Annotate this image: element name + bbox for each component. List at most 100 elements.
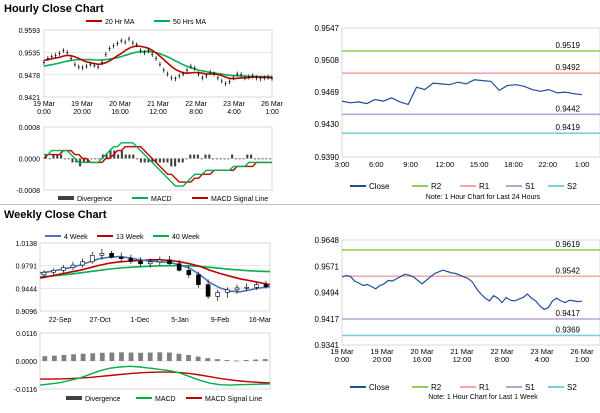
section-divider (0, 204, 600, 205)
weekly-legend-macd-label: MACD (155, 396, 176, 403)
hourly-sr-level-label: 0.9419 (556, 123, 581, 132)
weekly-divergence-bar (195, 356, 201, 361)
hourly-sr-ytick: 0.9430 (315, 120, 340, 129)
hourly-sr-xtick: 9:00 (403, 160, 418, 169)
hourly-divergence-bar (219, 158, 222, 160)
hourly-divergence-bar (212, 158, 215, 160)
hourly-divergence-bar (257, 158, 260, 160)
weekly-w13-line (39, 258, 271, 286)
hourly-sr-legend-label: S2 (567, 182, 577, 191)
weekly-candle-body (51, 269, 56, 273)
weekly-candle-body (41, 271, 47, 276)
hourly-divergence-bar (139, 158, 142, 163)
weekly-legend-w4-label: 4 Week (64, 234, 88, 241)
hourly-divergence-bar (234, 158, 237, 160)
weekly-sr-xtick-date: 26 Mar (570, 347, 594, 356)
hourly-divergence-bar (269, 158, 272, 160)
hourly-price-xtick-date: 19 Mar (33, 101, 55, 108)
weekly-sr-legend-label: R1 (479, 383, 490, 392)
hourly-price-xtick-date: 20 Mar (109, 101, 131, 108)
weekly-sr-xtick-time: 0:00 (335, 355, 350, 364)
hourly-divergence-bar (166, 158, 169, 163)
weekly-divergence-bar (80, 353, 86, 361)
weekly-sr-legend-label: Close (369, 383, 390, 392)
weekly-candle-body (215, 292, 221, 297)
hourly-macd-ytick: 0.0008 (19, 125, 41, 132)
hourly-legend-divergence-swatch (58, 196, 74, 200)
hourly-price-ytick: 0.9593 (19, 28, 41, 35)
weekly-price-xtick: 9-Feb (211, 317, 229, 324)
weekly-candle-body (234, 287, 240, 291)
weekly-divergence-bar (157, 352, 163, 361)
hourly-divergence-bar (193, 154, 196, 159)
weekly-legend-divergence-swatch (66, 396, 82, 400)
hourly-legend-ma50-label: 50 Hrs MA (173, 19, 206, 26)
weekly-divergence-bar (253, 359, 259, 361)
hourly-divergence-bar (189, 154, 192, 159)
hourly-sr-ytick: 0.9508 (315, 56, 340, 65)
hourly-divergence-bar (143, 158, 146, 163)
weekly-legend-divergence-label: Divergence (85, 396, 121, 403)
hourly-divergence-bar (132, 154, 135, 159)
hourly-signal-line (43, 145, 272, 183)
hourly-divergence-bar (200, 158, 203, 160)
hourly-divergence-bar (181, 158, 184, 163)
weekly-candle-body (80, 261, 85, 266)
hourly-price-xtick-date: 19 Mar (71, 101, 93, 108)
weekly-w4-line (39, 255, 271, 293)
weekly-price-ytick: 1.0138 (16, 241, 38, 248)
hourly-sr-ytick: 0.9547 (315, 24, 340, 33)
hourly-divergence-bar (63, 158, 66, 160)
weekly-sr-xtick-date: 22 Mar (490, 347, 514, 356)
weekly-legend-w13-label: 13 Week (116, 234, 144, 241)
weekly-candle-body (157, 259, 163, 263)
weekly-sr-level-label: 0.9369 (556, 325, 581, 334)
hourly-price-xtick-time: 16:00 (111, 109, 129, 116)
weekly-price-xtick: 1-Dec (131, 317, 150, 324)
weekly-price-xtick: 5-Jan (171, 317, 189, 324)
weekly-candle-body (70, 264, 76, 268)
hourly-divergence-bar (155, 158, 158, 163)
weekly-sr-xtick-time: 12:00 (453, 355, 472, 364)
weekly-candle-body (89, 254, 95, 263)
hourly-divergence-bar (147, 158, 150, 163)
hourly-divergence-bar (151, 158, 154, 163)
weekly-sr-xtick-date: 20 Mar (410, 347, 434, 356)
weekly-legend-w40-label: 40 Week (172, 234, 200, 241)
weekly-sr-xtick-time: 20:00 (373, 355, 392, 364)
hourly-sr-xtick: 18:00 (504, 160, 523, 169)
weekly-sr-note: Note: 1 Hour Chart for Last 1 Week (428, 394, 538, 401)
weekly-sr-xtick-date: 23 Mar (530, 347, 554, 356)
weekly-sr-xtick-date: 21 Mar (450, 347, 474, 356)
hourly-divergence-bar (246, 154, 249, 159)
weekly-sr-close-line (341, 269, 583, 311)
weekly-sr-level-label: 0.9619 (556, 240, 581, 249)
weekly-candle-body (128, 258, 134, 262)
weekly-divergence-bar (51, 355, 57, 361)
hourly-divergence-bar (94, 158, 97, 160)
hourly-divergence-bar (215, 158, 218, 160)
hourly-sr-ytick: 0.9390 (315, 153, 340, 162)
hourly-price-xtick-time: 4:00 (227, 109, 241, 116)
weekly-sr-ytick: 0.9494 (315, 289, 340, 298)
hourly-price-xtick-date: 21 Mar (147, 101, 169, 108)
hourly-divergence-bar (158, 158, 161, 163)
hourly-divergence-bar (136, 158, 139, 160)
weekly-candle-body (109, 253, 114, 258)
weekly-divergence-bar (109, 352, 115, 361)
hourly-sr-xtick: 1:00 (575, 160, 590, 169)
hourly-divergence-bar (90, 158, 93, 160)
weekly-candle-body (186, 269, 192, 276)
weekly-sr-xtick-time: 8:00 (495, 355, 510, 364)
weekly-candle-body (244, 286, 249, 289)
weekly-candle-body (263, 284, 269, 287)
weekly-sr-level-label: 0.9542 (556, 266, 581, 275)
hourly-divergence-bar (67, 158, 70, 160)
weekly-sr-xtick-time: 4:00 (535, 355, 550, 364)
hourly-divergence-bar (98, 158, 101, 160)
hourly-divergence-bar (242, 158, 245, 160)
hourly-divergence-bar (120, 150, 123, 159)
weekly-sr-ytick: 0.9341 (315, 341, 340, 350)
weekly-divergence-bar (61, 354, 67, 361)
weekly-divergence-bar (186, 354, 191, 361)
